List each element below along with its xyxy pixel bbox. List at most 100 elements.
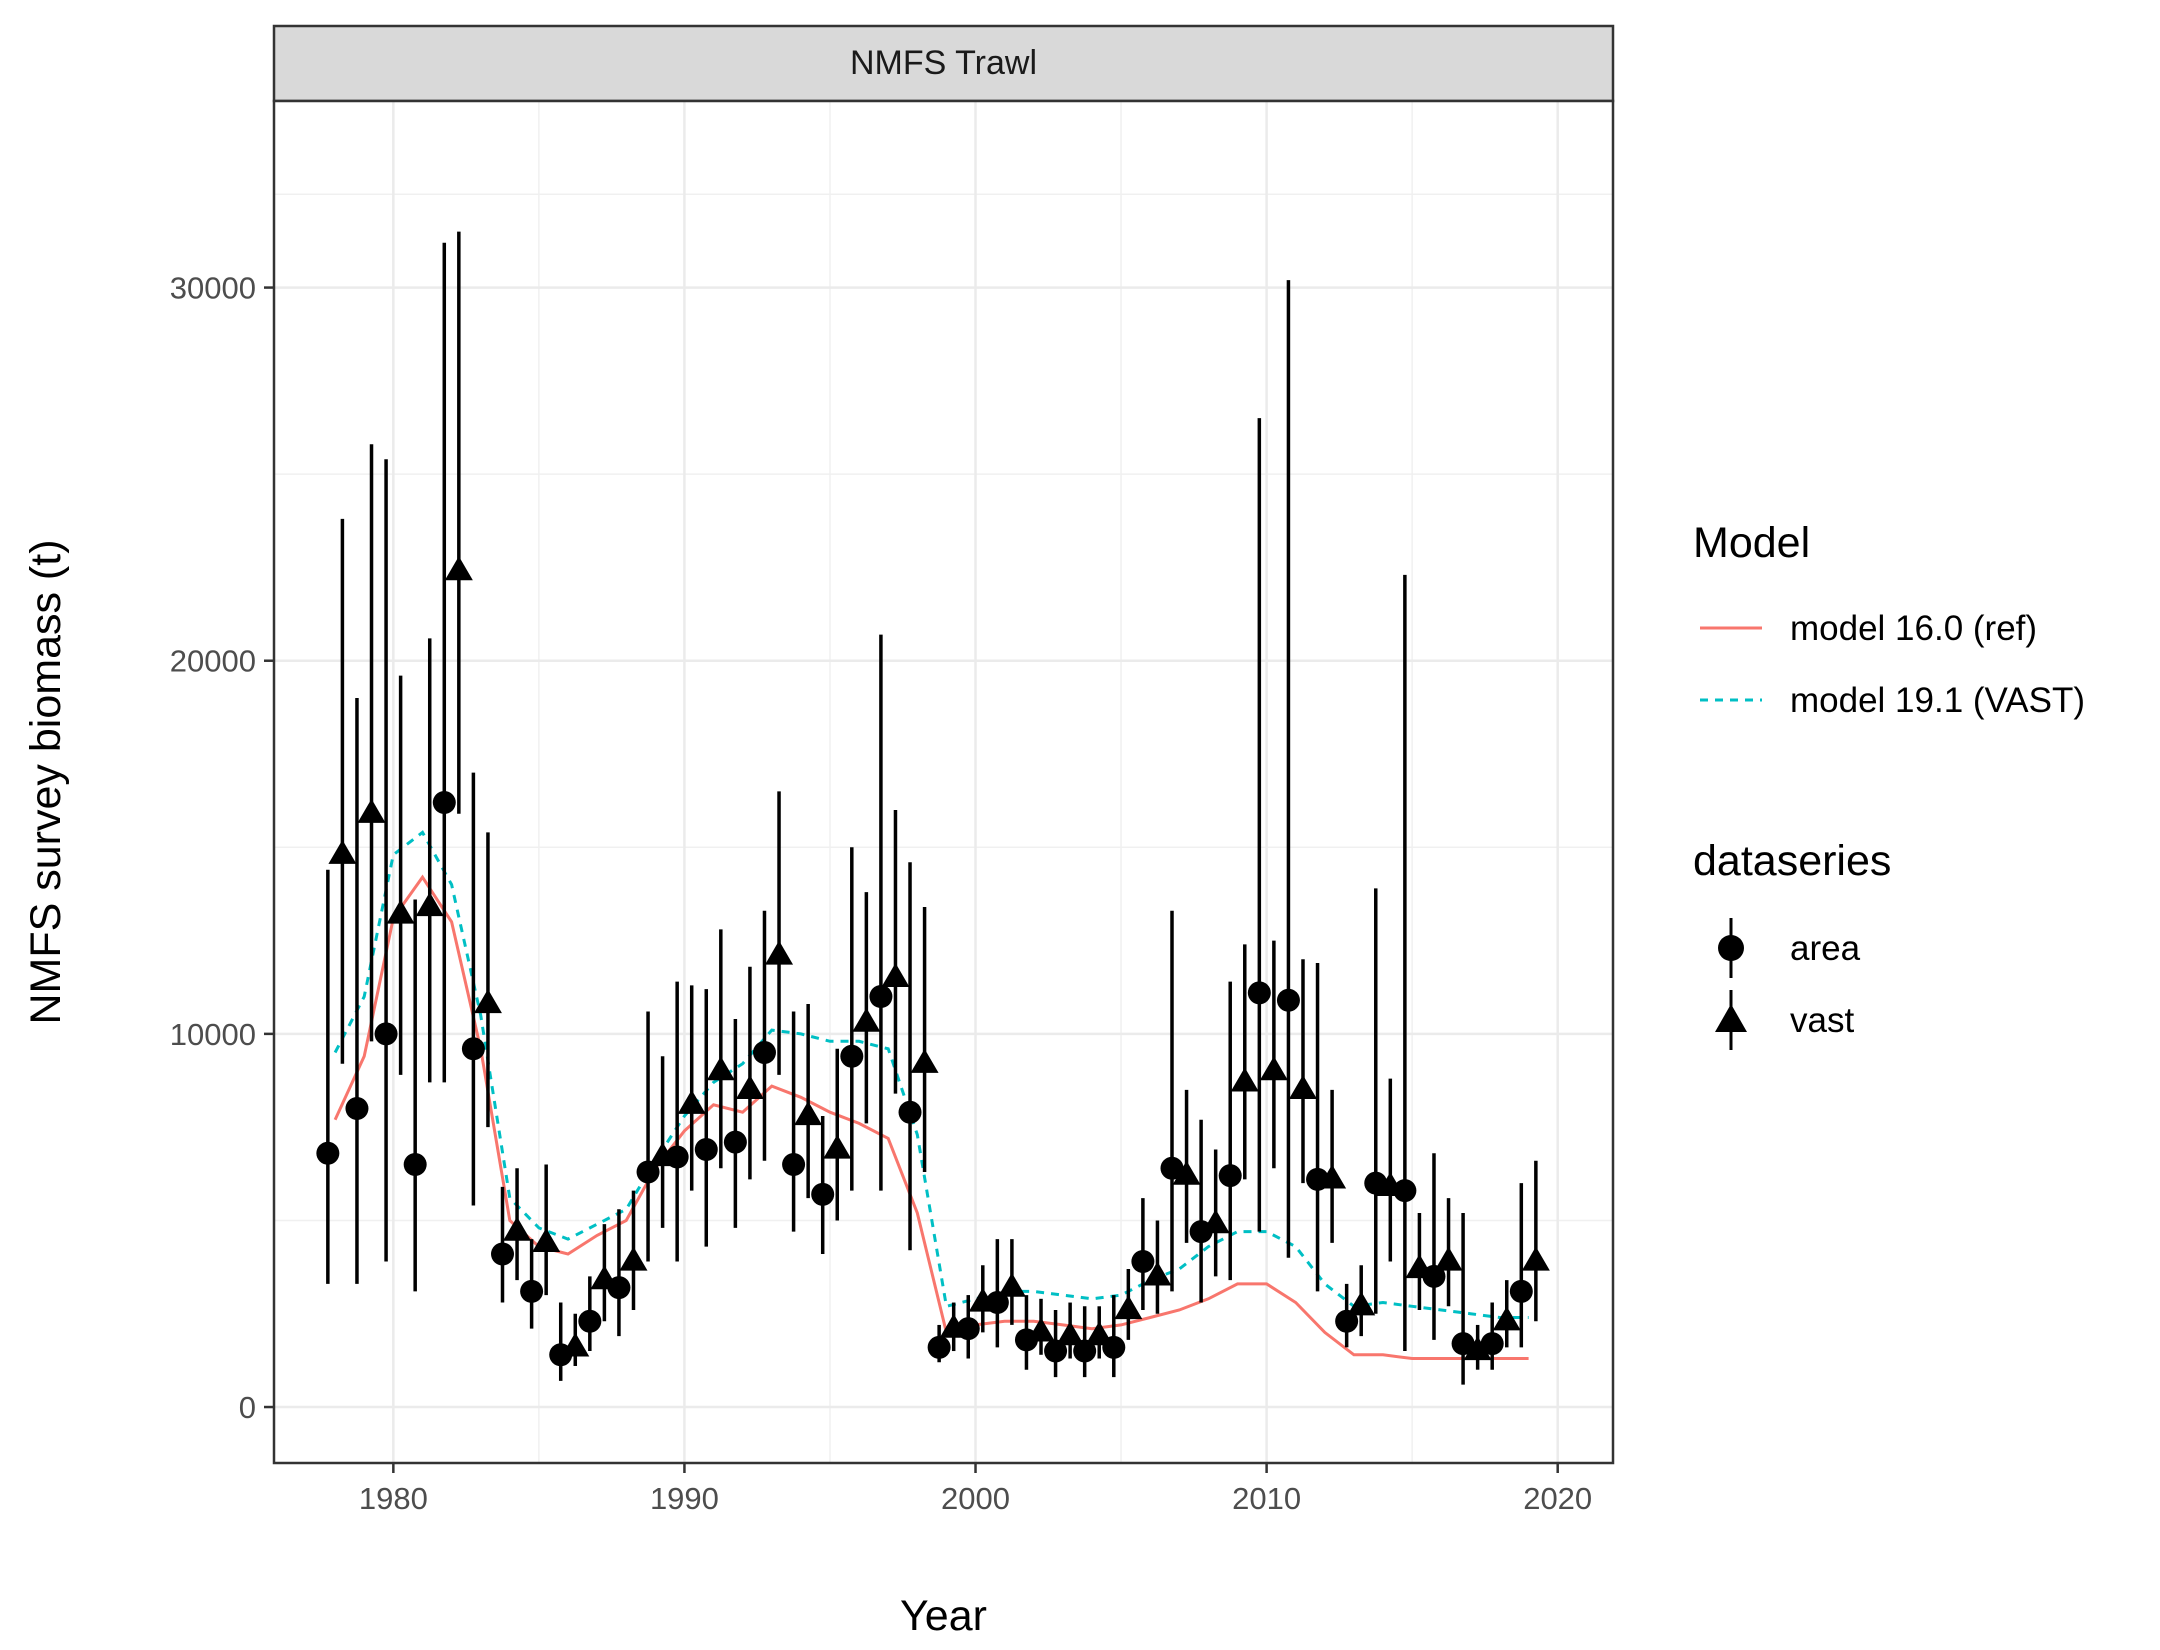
- vast-point: [1463, 1336, 1492, 1361]
- major-gridlines: [274, 101, 1613, 1463]
- vast-point: [1492, 1306, 1521, 1331]
- y-tick-label: 0: [239, 1390, 256, 1425]
- vast-point: [1056, 1321, 1085, 1346]
- vast-point: [473, 989, 502, 1014]
- area-point: [316, 1141, 340, 1165]
- area-point: [520, 1279, 544, 1303]
- vast-point: [677, 1089, 706, 1114]
- area-point: [782, 1152, 806, 1176]
- area-point: [811, 1182, 835, 1206]
- area-point: [1393, 1179, 1417, 1203]
- area-point: [1073, 1339, 1097, 1363]
- vast-point: [386, 899, 415, 924]
- vast-point: [1405, 1254, 1434, 1279]
- vast-point: [1376, 1171, 1405, 1196]
- area-point: [578, 1309, 602, 1333]
- vast-point: [1201, 1209, 1230, 1234]
- legend-title-dataseries: dataseries: [1693, 837, 1891, 885]
- vast-point: [706, 1056, 735, 1081]
- vast-point: [1230, 1067, 1259, 1092]
- vast-point: [1318, 1164, 1347, 1189]
- area-point: [1276, 988, 1300, 1012]
- area-point: [840, 1044, 864, 1068]
- area-point: [1044, 1339, 1068, 1363]
- area-point: [694, 1138, 718, 1162]
- area-point: [1451, 1332, 1475, 1356]
- legend-key-area-circle: [1718, 935, 1744, 961]
- vast-point: [1434, 1246, 1463, 1271]
- y-axis: 0 10000 20000 30000: [170, 271, 274, 1425]
- vast-point: [1259, 1056, 1288, 1081]
- vast-point: [561, 1332, 590, 1357]
- area-point: [1160, 1156, 1184, 1180]
- x-axis: 1980 1990 2000 2010 2020: [359, 1463, 1592, 1516]
- area-point: [1335, 1309, 1359, 1333]
- area-point: [461, 1037, 485, 1061]
- x-tick-label: 1980: [359, 1481, 428, 1516]
- vast-point: [532, 1227, 561, 1252]
- vast-point: [415, 892, 444, 917]
- area-point: [752, 1041, 776, 1065]
- y-tick-label: 10000: [170, 1017, 256, 1052]
- x-tick-label: 2010: [1232, 1481, 1301, 1516]
- vast-point: [735, 1074, 764, 1099]
- legend-label-model-19: model 19.1 (VAST): [1790, 681, 2085, 720]
- vast-point: [1143, 1261, 1172, 1286]
- area-point: [636, 1160, 660, 1184]
- area-point: [491, 1242, 515, 1266]
- area-point: [1247, 981, 1271, 1005]
- vast-point: [823, 1134, 852, 1159]
- area-point: [1131, 1249, 1155, 1273]
- facet-title: NMFS Trawl: [850, 44, 1037, 82]
- vast-point: [852, 1007, 881, 1032]
- legend-label-model-16: model 16.0 (ref): [1790, 609, 2037, 648]
- y-tick-label: 20000: [170, 644, 256, 679]
- vast-point: [794, 1101, 823, 1126]
- area-point: [1218, 1164, 1242, 1188]
- vast-point: [1521, 1246, 1550, 1271]
- area-point: [898, 1100, 922, 1124]
- x-axis-title: Year: [900, 1592, 987, 1640]
- vast-point: [1288, 1074, 1317, 1099]
- vast-point: [357, 798, 386, 823]
- vast-point: [1027, 1317, 1056, 1342]
- area-point: [432, 791, 456, 815]
- x-tick-label: 1990: [650, 1481, 719, 1516]
- vast-point: [1114, 1295, 1143, 1320]
- model-lines: [333, 830, 1529, 1360]
- legend-label-area: area: [1790, 929, 1861, 968]
- minor-gridlines: [274, 101, 1613, 1463]
- y-axis-title: NMFS survey biomass (t): [22, 539, 70, 1024]
- model-16-line: [333, 874, 1529, 1360]
- area-point: [1480, 1332, 1504, 1356]
- vast-point: [1085, 1321, 1114, 1346]
- x-tick-label: 2000: [941, 1481, 1010, 1516]
- facet-strip: [272, 24, 1615, 103]
- area-point: [345, 1097, 369, 1121]
- vast-point: [648, 1142, 677, 1167]
- vast-point: [910, 1048, 939, 1073]
- area-point: [403, 1152, 427, 1176]
- vast-point: [939, 1313, 968, 1338]
- model-19-line: [333, 830, 1529, 1319]
- area-point: [1509, 1279, 1533, 1303]
- legend-title-model: Model: [1693, 519, 1810, 567]
- y-tick-label: 30000: [170, 271, 256, 306]
- legend-label-vast: vast: [1790, 1001, 1854, 1040]
- area-point: [927, 1335, 951, 1359]
- x-tick-label: 2020: [1523, 1481, 1592, 1516]
- vast-point: [968, 1287, 997, 1312]
- vast-point: [328, 839, 357, 864]
- vast-point: [765, 940, 794, 965]
- data-points: [316, 556, 1550, 1367]
- legend-key-vast-triangle: [1715, 1004, 1747, 1032]
- vast-point: [881, 963, 910, 988]
- vast-point: [444, 556, 473, 581]
- vast-point: [1347, 1291, 1376, 1316]
- area-point: [869, 985, 893, 1009]
- panel-border: [272, 99, 1615, 1465]
- legend: Model model 16.0 (ref) model 19.1 (VAST)…: [1693, 519, 2085, 1050]
- vast-point: [590, 1265, 619, 1290]
- area-point: [723, 1130, 747, 1154]
